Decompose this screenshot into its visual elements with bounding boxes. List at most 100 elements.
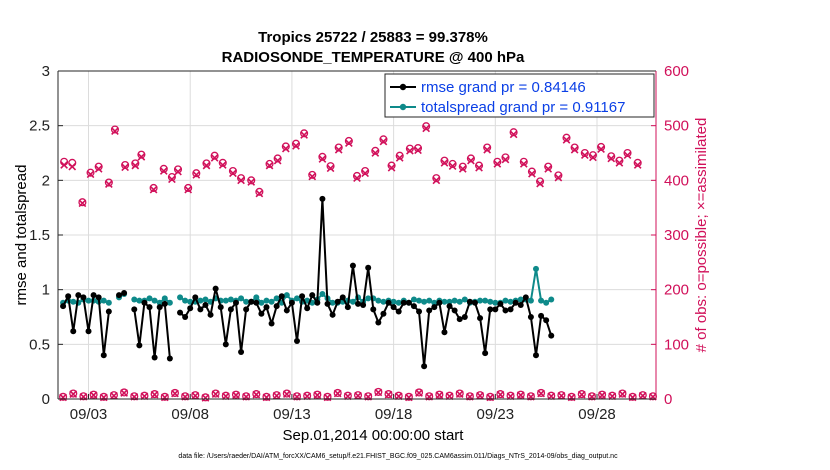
series-spread-point bbox=[100, 297, 107, 304]
series-spread-point bbox=[105, 299, 112, 306]
series-rmse-point bbox=[197, 306, 204, 313]
series-spread-point bbox=[258, 299, 265, 306]
series-rmse-point bbox=[238, 348, 245, 355]
obs-lower-assimilated-marker bbox=[323, 393, 332, 402]
series-rmse-point bbox=[482, 350, 489, 357]
series-rmse-point bbox=[471, 299, 478, 306]
series-rmse-point bbox=[431, 304, 438, 311]
obs-upper-possible-marker bbox=[326, 162, 335, 171]
legend-rmse-marker bbox=[399, 83, 407, 91]
series-rmse-point bbox=[461, 314, 468, 320]
series-spread-point bbox=[85, 297, 92, 304]
series-spread-point bbox=[375, 297, 382, 304]
obs-lower-assimilated-marker bbox=[272, 391, 281, 400]
obs-lower-assimilated-marker bbox=[516, 391, 525, 400]
obs-upper-assimilated-marker bbox=[78, 199, 87, 208]
series-rmse-point bbox=[405, 299, 412, 306]
series-rmse-point bbox=[314, 299, 321, 306]
obs-upper-possible-marker bbox=[554, 171, 563, 180]
series-spread-point bbox=[395, 299, 402, 306]
series-rmse-point bbox=[85, 328, 92, 335]
series-spread-point bbox=[202, 296, 209, 303]
obs-lower-possible-marker bbox=[313, 390, 322, 399]
series-rmse-point bbox=[253, 299, 260, 306]
obs-upper-assimilated-marker bbox=[202, 161, 211, 170]
obs-upper-assimilated-marker bbox=[86, 170, 95, 179]
obs-upper-possible-marker bbox=[210, 151, 219, 160]
series-rmse-point bbox=[527, 314, 534, 320]
series-spread-point bbox=[365, 295, 372, 302]
obs-upper-assimilated-marker bbox=[326, 164, 335, 173]
obs-upper-possible-marker bbox=[562, 133, 571, 142]
obs-upper-assimilated-marker bbox=[554, 173, 563, 182]
obs-upper-assimilated-marker bbox=[255, 189, 264, 198]
obs-upper-possible-marker bbox=[218, 158, 227, 167]
series-rmse-point bbox=[283, 307, 290, 314]
obs-upper-possible-marker bbox=[588, 151, 597, 160]
obs-upper-possible-marker bbox=[78, 198, 87, 207]
obs-upper-possible-marker bbox=[237, 174, 246, 183]
series-spread-point bbox=[263, 297, 270, 304]
series-rmse-point bbox=[426, 307, 433, 314]
series-rmse-point bbox=[222, 341, 229, 348]
obs-upper-possible-marker bbox=[395, 151, 404, 160]
series-rmse-point bbox=[416, 308, 423, 315]
obs-lower-assimilated-marker bbox=[99, 393, 108, 402]
series-spread-point bbox=[380, 298, 387, 305]
obs-upper-assimilated-marker bbox=[501, 155, 510, 164]
obs-lower-possible-marker bbox=[282, 389, 291, 398]
obs-upper-possible-marker bbox=[483, 143, 492, 152]
series-spread-point bbox=[156, 299, 163, 306]
obs-lower-possible-marker bbox=[374, 387, 383, 396]
obs-upper-possible-marker bbox=[466, 154, 475, 163]
obs-lower-assimilated-marker bbox=[303, 392, 312, 401]
y-axis-right-label: # of obs: o=possible; ×=assimilated bbox=[693, 118, 710, 353]
obs-lower-assimilated-marker bbox=[598, 391, 606, 400]
series-spread-point bbox=[441, 298, 448, 305]
obs-lower-assimilated-marker bbox=[150, 390, 159, 399]
obs-lower-possible-marker bbox=[292, 392, 302, 401]
obs-upper-possible-marker bbox=[615, 156, 624, 165]
y-tick-label: 2 bbox=[42, 172, 50, 189]
obs-upper-possible-marker bbox=[501, 153, 510, 162]
obs-lower-possible-marker bbox=[201, 393, 210, 402]
obs-lower-assimilated-marker bbox=[567, 393, 576, 402]
obs-upper-assimilated-marker bbox=[597, 145, 605, 154]
obs-lower-possible-marker bbox=[323, 392, 332, 401]
series-spread-point bbox=[502, 297, 509, 304]
obs-lower-assimilated-marker bbox=[343, 392, 352, 401]
obs-upper-assimilated-marker bbox=[60, 161, 68, 169]
obs-lower-assimilated-marker bbox=[171, 389, 179, 398]
series-rmse-point bbox=[65, 293, 72, 300]
obs-upper-possible-marker bbox=[94, 162, 103, 171]
series-spread-point bbox=[161, 295, 168, 302]
obs-lower-assimilated-marker bbox=[405, 393, 413, 402]
series-rmse-point bbox=[390, 304, 397, 311]
series-spread-point bbox=[243, 298, 250, 305]
obs-upper-possible-marker bbox=[247, 176, 256, 185]
obs-upper-possible-marker bbox=[192, 169, 201, 178]
obs-lower-assimilated-marker bbox=[211, 390, 220, 398]
series-spread-point bbox=[268, 298, 275, 305]
x-tick-label: 09/28 bbox=[578, 406, 616, 423]
series-spread-point bbox=[477, 297, 484, 304]
obs-upper-possible-marker bbox=[149, 183, 158, 193]
obs-lower-possible-marker bbox=[516, 390, 525, 399]
series-spread-point bbox=[349, 298, 356, 305]
obs-upper-assimilated-marker bbox=[440, 158, 449, 167]
obs-upper-possible-marker bbox=[597, 142, 606, 152]
y-tick-label: 1 bbox=[42, 282, 50, 299]
obs-upper-possible-marker bbox=[493, 157, 502, 166]
series-rmse-point bbox=[355, 300, 362, 307]
series-rmse-point bbox=[227, 306, 234, 313]
obs-upper-assimilated-marker bbox=[218, 161, 227, 169]
series-rmse-point bbox=[492, 306, 499, 313]
obs-upper-assimilated-marker bbox=[570, 145, 579, 154]
obs-lower-assimilated-marker bbox=[221, 392, 230, 401]
obs-upper-assimilated-marker bbox=[344, 139, 353, 148]
series-spread-point bbox=[451, 297, 458, 304]
series-spread-point bbox=[416, 297, 423, 304]
obs-upper-assimilated-marker bbox=[131, 161, 140, 170]
series-rmse-point bbox=[380, 310, 387, 317]
series-rmse-point bbox=[232, 299, 239, 306]
